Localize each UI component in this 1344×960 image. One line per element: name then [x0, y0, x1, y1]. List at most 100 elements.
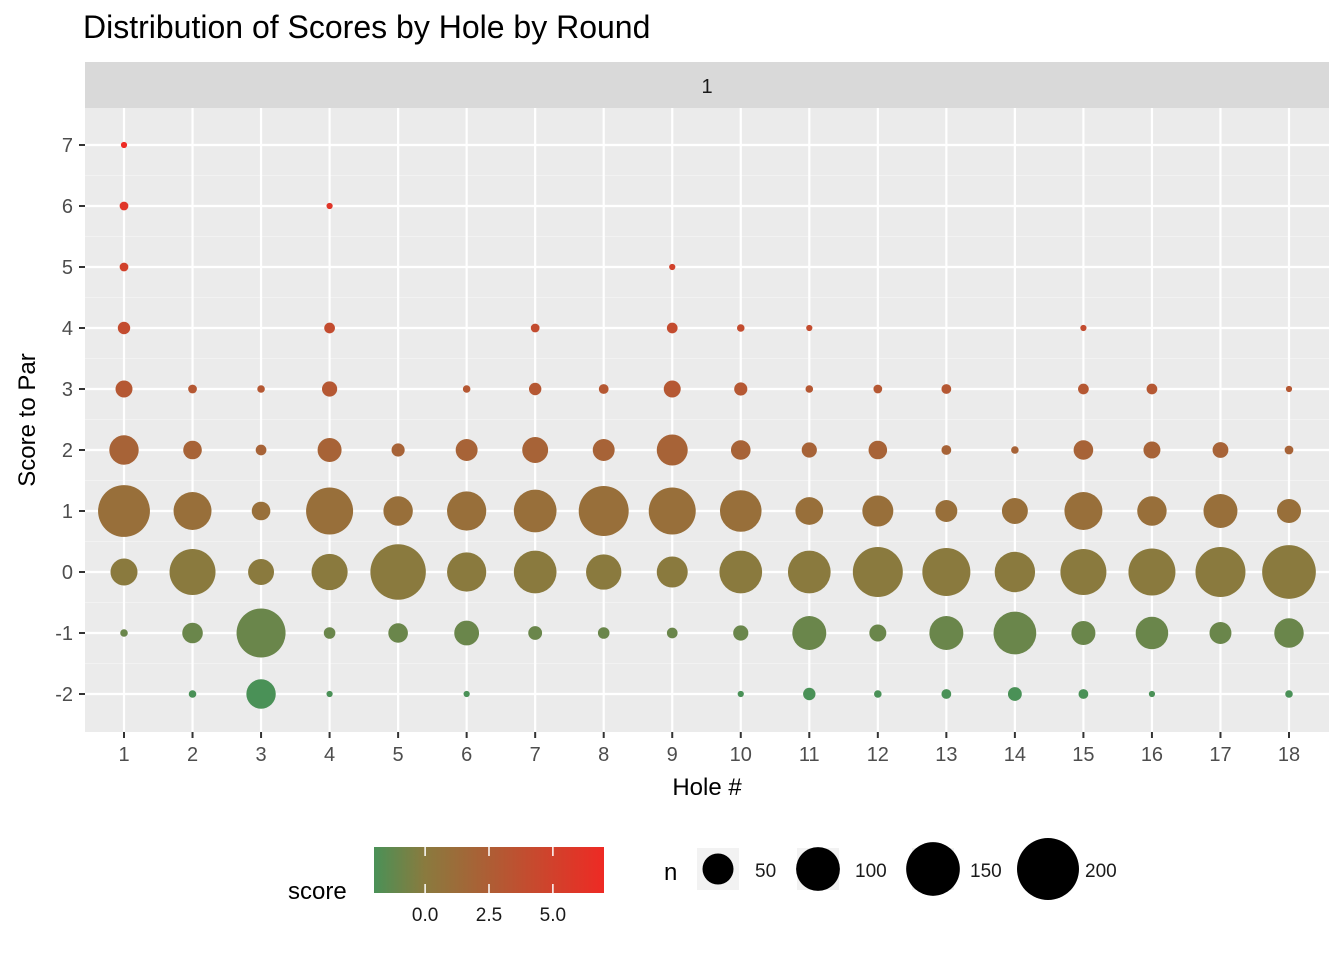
size-key-dot [796, 847, 840, 891]
data-point [109, 435, 139, 465]
data-point [98, 485, 150, 537]
data-point [513, 489, 557, 533]
size-key-dot [702, 853, 734, 885]
data-point [656, 556, 688, 588]
data-point [852, 547, 903, 597]
data-point [941, 445, 952, 455]
x-tick-label: 12 [867, 744, 889, 766]
data-point [803, 687, 816, 701]
data-point [1007, 687, 1022, 701]
data-point [598, 384, 609, 394]
data-point [806, 324, 813, 332]
data-point [1080, 324, 1087, 332]
data-point [522, 437, 549, 463]
data-point [1073, 440, 1094, 460]
chart-title: Distribution of Scores by Hole by Round [83, 9, 650, 45]
minor-gridlines [85, 174, 1329, 665]
data-point [447, 552, 487, 592]
size-legend-title: n [664, 859, 677, 886]
facet-strip-label: 1 [701, 76, 712, 98]
data-point [795, 497, 824, 525]
x-tick-label: 7 [530, 744, 541, 766]
colorbar-tick-label: 2.5 [476, 905, 502, 926]
data-point [935, 500, 958, 522]
color-legend: score 0.0 2.5 5.0 [288, 847, 604, 926]
data-point [383, 496, 413, 526]
data-point [317, 437, 342, 463]
data-point [868, 440, 888, 460]
data-point [173, 492, 212, 530]
data-point [454, 620, 480, 646]
data-point [120, 629, 128, 637]
colorbar-ticks: 0.0 2.5 5.0 [412, 847, 566, 926]
data-point [1078, 689, 1089, 699]
size-key-label: 50 [755, 861, 776, 882]
size-legend-keys: 50 100 150 200 [697, 838, 1117, 900]
data-point [1146, 383, 1158, 395]
data-point [1148, 690, 1156, 698]
x-axis: 1 2 3 4 5 6 7 8 9 10 11 12 13 14 15 16 17 18 [118, 732, 1300, 766]
y-tick-label: 7 [62, 135, 73, 157]
y-tick-label: 3 [62, 379, 73, 401]
data-point [388, 623, 408, 643]
data-point [787, 550, 831, 594]
data-point [1285, 690, 1293, 698]
color-legend-title: score [288, 878, 347, 905]
data-point [801, 442, 817, 458]
x-tick-label: 9 [667, 744, 678, 766]
data-point [119, 201, 129, 211]
y-tick-label: -1 [55, 623, 73, 645]
data-point [236, 608, 286, 658]
data-point [306, 487, 354, 535]
data-point [1262, 545, 1316, 599]
y-tick-label: 0 [62, 562, 73, 584]
data-point [734, 382, 748, 396]
data-point [656, 434, 688, 466]
data-point [1137, 496, 1167, 526]
x-tick-label: 6 [461, 744, 472, 766]
data-point [1212, 442, 1229, 458]
size-key-label: 100 [855, 861, 887, 882]
data-point [248, 559, 275, 585]
data-point [941, 689, 952, 699]
data-point [455, 439, 478, 461]
data-point [663, 380, 681, 398]
x-tick-label: 5 [393, 744, 404, 766]
data-point [873, 384, 883, 394]
data-point [323, 627, 336, 639]
data-point [1203, 494, 1238, 528]
data-point [321, 381, 338, 397]
y-tick-label: -2 [55, 684, 73, 706]
size-key-label: 200 [1085, 861, 1117, 882]
size-key-label: 150 [970, 861, 1002, 882]
data-point [1078, 383, 1089, 395]
data-point [1128, 548, 1176, 596]
data-point [736, 324, 745, 332]
data-point [257, 385, 265, 393]
x-axis-title: Hole # [672, 774, 742, 801]
data-point [592, 439, 615, 461]
data-point [929, 616, 964, 650]
x-tick-label: 18 [1278, 744, 1300, 766]
data-point [326, 690, 333, 698]
data-point [730, 440, 751, 460]
y-axis-title: Score to Par [14, 353, 41, 486]
data-point [578, 486, 629, 536]
data-point [255, 444, 267, 456]
y-tick-label: 1 [62, 501, 73, 523]
x-tick-label: 17 [1209, 744, 1231, 766]
x-tick-label: 11 [799, 744, 820, 766]
data-point [188, 384, 197, 394]
data-point [862, 495, 894, 527]
x-tick-label: 16 [1141, 744, 1163, 766]
data-point [120, 141, 128, 149]
data-point [733, 625, 749, 641]
data-point [597, 627, 610, 639]
y-tick-label: 2 [62, 440, 73, 462]
size-legend: n 50 100 150 200 [664, 838, 1117, 900]
data-point [666, 627, 678, 639]
data-point [447, 491, 487, 531]
data-point [324, 322, 335, 334]
data-point [1143, 441, 1161, 459]
data-point [941, 384, 952, 394]
